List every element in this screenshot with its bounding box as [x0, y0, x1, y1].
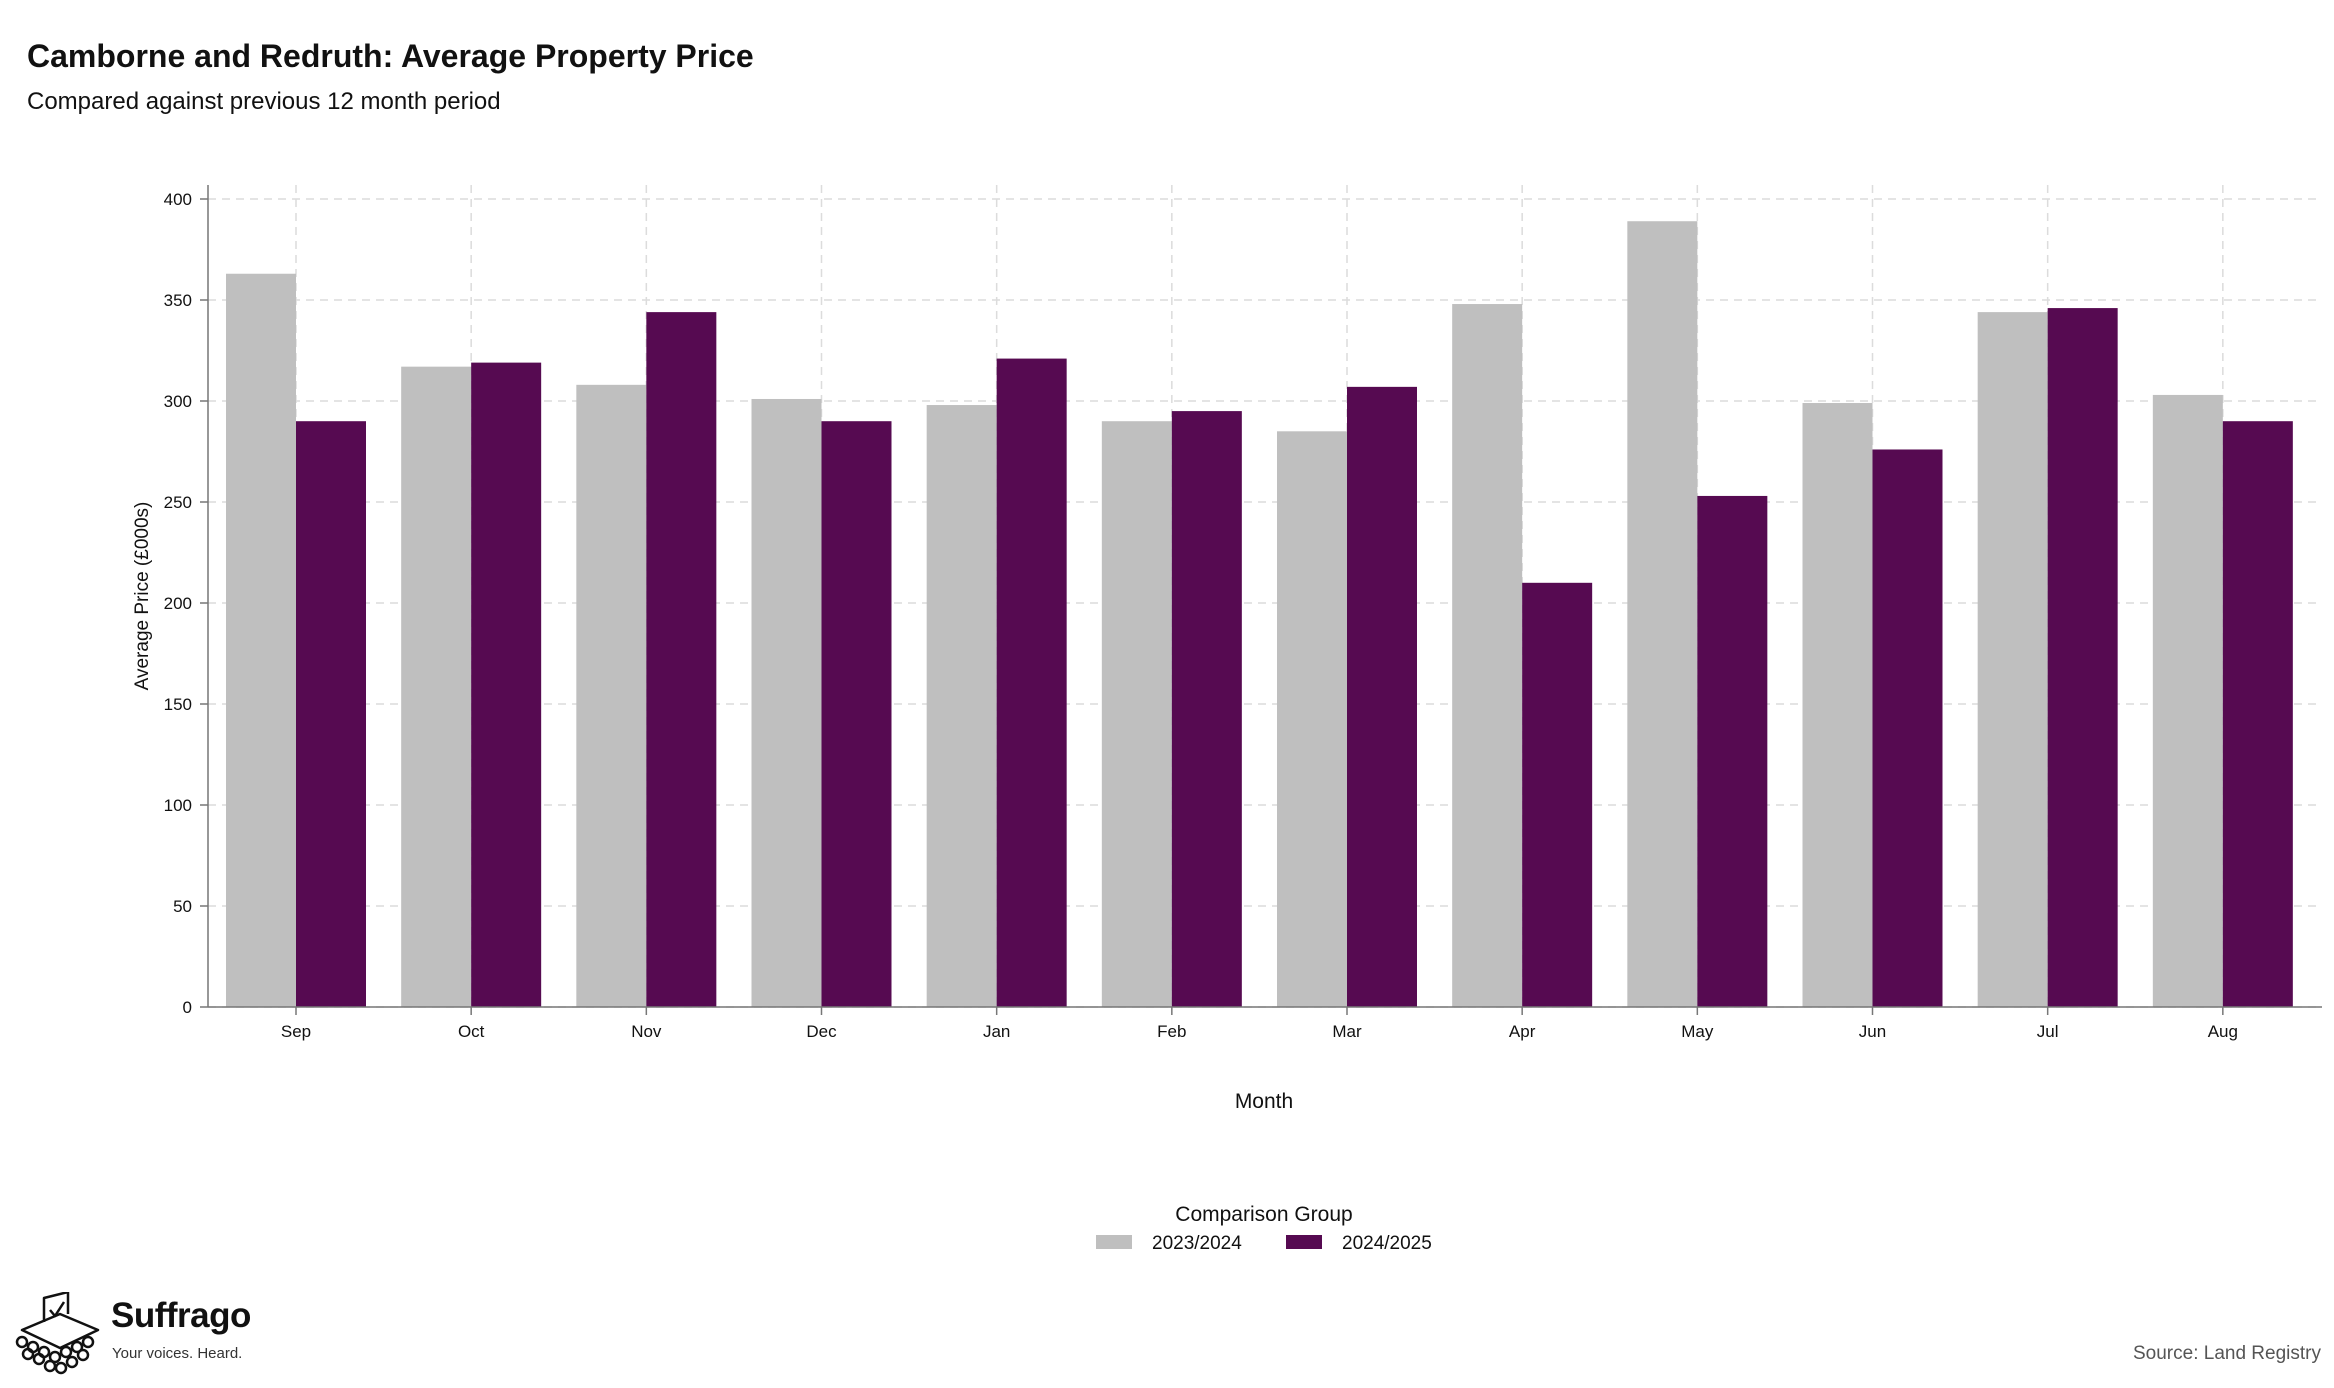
x-tick-label: Oct [458, 1022, 485, 1041]
bar-2024-2025-feb [1171, 411, 1242, 1008]
legend-title: Comparison Group [1175, 1203, 1352, 1226]
bar-2024-2025-jun [1872, 449, 1943, 1008]
bar-2024-2025-jul [2047, 308, 2118, 1008]
x-axis-label: Month [1235, 1090, 1293, 1113]
bar-2023-2024-oct [401, 366, 472, 1007]
x-tick-label: Jan [983, 1022, 1010, 1041]
x-tick-label: May [1681, 1022, 1714, 1041]
bar-2024-2025-nov [646, 312, 717, 1007]
chart-subtitle: Compared against previous 12 month perio… [27, 88, 501, 115]
x-tick-label: Sep [281, 1022, 311, 1041]
y-tick-label: 300 [164, 392, 192, 411]
axes [207, 185, 2322, 1008]
y-tick-label: 200 [164, 594, 192, 613]
bar-2023-2024-feb [1101, 421, 1172, 1007]
y-tick-label: 400 [164, 190, 192, 209]
bar-2024-2025-dec [821, 421, 892, 1007]
bar-2023-2024-dec [751, 398, 822, 1008]
y-tick-label: 150 [164, 695, 192, 714]
bar-2024-2025-aug [2222, 421, 2293, 1007]
bar-2024-2025-jan [996, 358, 1067, 1008]
brand-name: Suffrago [111, 1296, 251, 1335]
brand-block: Suffrago Your voices. Heard. [14, 1292, 314, 1382]
bar-2024-2025-oct [471, 362, 542, 1007]
x-tick-label: Dec [806, 1022, 837, 1041]
y-tick-label: 350 [164, 291, 192, 310]
y-tick-label: 50 [173, 897, 192, 916]
x-tick-labels: Sep Oct Nov Dec Jan Feb Mar Apr May Jun Jul Aug [281, 1007, 2238, 1041]
bar-2024-2025-sep [296, 421, 366, 1007]
chart-title: Camborne and Redruth: Average Property P… [27, 38, 754, 74]
x-tick-label: Jul [2037, 1022, 2059, 1041]
bar-2024-2025-may [1697, 495, 1768, 1007]
bar-2023-2024-nov [576, 384, 647, 1008]
legend-label: 2024/2025 [1342, 1233, 1432, 1254]
x-tick-label: Aug [2208, 1022, 2238, 1041]
legend-swatch [1286, 1235, 1322, 1249]
bar-2023-2024-sep [226, 273, 296, 1007]
y-tick-label: 250 [164, 493, 192, 512]
x-tick-label: Feb [1157, 1022, 1186, 1041]
x-tick-label: Mar [1332, 1022, 1362, 1041]
bar-2024-2025-mar [1347, 386, 1417, 1007]
bar-2023-2024-apr [1452, 304, 1523, 1007]
legend-label: 2023/2024 [1152, 1233, 1242, 1254]
bar-2024-2025-apr [1522, 582, 1593, 1007]
y-tick-labels: 0 50 100 150 200 250 300 350 400 [164, 190, 208, 1017]
legend: 2023/2024 2024/2025 [1096, 1233, 1432, 1254]
x-tick-label: Jun [1859, 1022, 1886, 1041]
ballot-box-icon [15, 1292, 100, 1375]
bar-2023-2024-mar [1277, 431, 1347, 1007]
bar-chart: 0 50 100 150 200 250 300 350 400 Sep Oct Nov Dec Jan… [132, 185, 2322, 1254]
bar-2023-2024-may [1627, 221, 1698, 1008]
bar-2023-2024-jan [926, 405, 997, 1007]
y-tick-label: 0 [183, 998, 192, 1017]
legend-swatch [1096, 1235, 1132, 1249]
brand-tagline: Your voices. Heard. [112, 1345, 243, 1362]
source-note: Source: Land Registry [2133, 1343, 2321, 1364]
x-tick-label: Nov [631, 1022, 662, 1041]
y-tick-label: 100 [164, 796, 192, 815]
bar-2023-2024-aug [2152, 394, 2223, 1007]
bars [226, 221, 2293, 1008]
bar-2023-2024-jun [1802, 403, 1873, 1007]
x-tick-label: Apr [1509, 1022, 1536, 1041]
bar-2023-2024-jul [1977, 312, 2048, 1007]
y-axis-label: Average Price (£000s) [132, 502, 153, 691]
